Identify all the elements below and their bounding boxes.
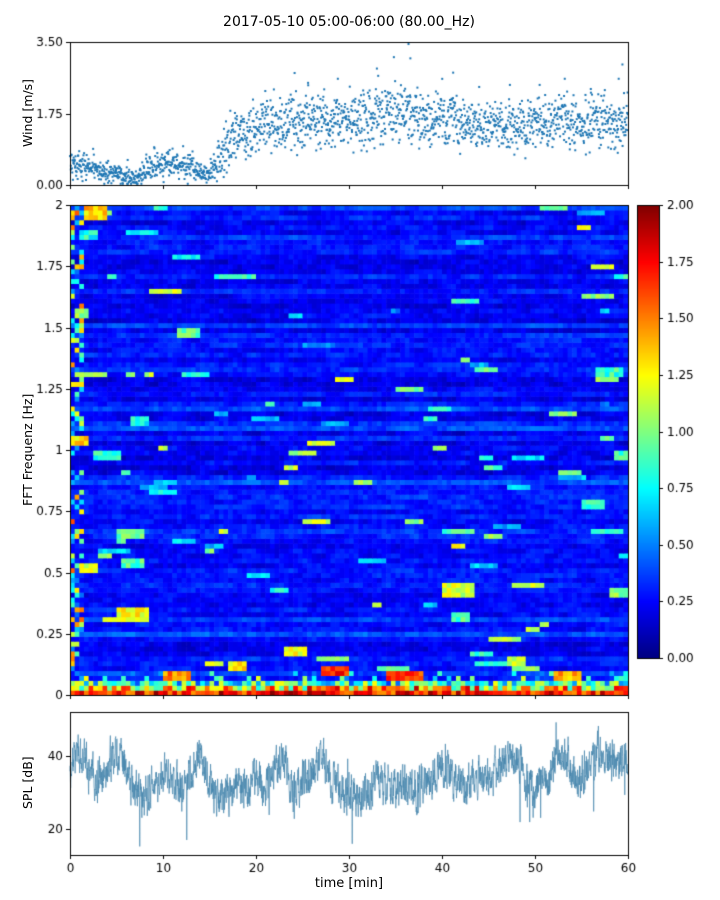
fft-ylabel: FFT Frequenz [Hz] [20,393,35,506]
wind-scatter-plot [0,30,720,200]
chart-title: 2017-05-10 05:00-06:00 (80.00_Hz) [223,14,475,30]
time-xlabel: time [min] [314,876,384,891]
fft-spectrogram-plot [0,200,720,710]
wind-ylabel: Wind [m/s] [20,78,35,147]
spl-line-plot [0,710,720,900]
colorbar [630,200,720,680]
spl-ylabel: SPL [dB] [20,756,35,809]
